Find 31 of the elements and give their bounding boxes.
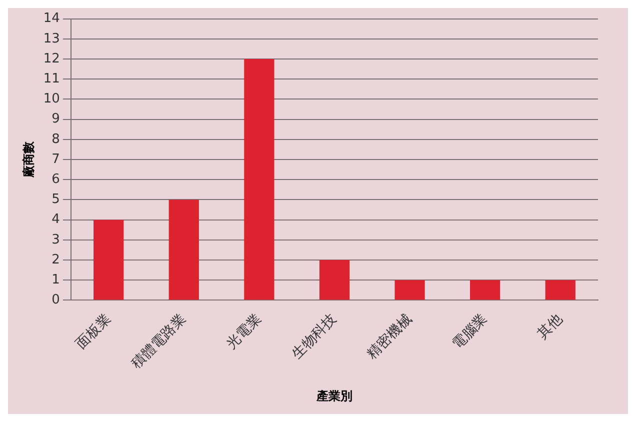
bar [168,200,199,300]
y-tick-label: 4 [52,212,60,228]
x-tick-label: 面板業 [72,311,114,352]
x-tick-label: 電腦業 [449,311,490,352]
y-tick-label: 2 [52,252,60,268]
bar [394,280,425,300]
y-tick-label: 3 [52,232,60,248]
bar [545,280,576,300]
x-tick-label: 生物科技 [288,311,340,362]
y-tick-label: 12 [43,51,60,66]
y-tick-label: 5 [52,192,60,208]
y-tick-label: 7 [52,152,60,167]
y-tick-label: 13 [43,31,60,46]
y-tick-label: 11 [43,71,60,86]
bar [319,260,350,300]
y-tick-label: 6 [52,172,60,187]
bar [470,280,500,300]
bar [94,220,124,300]
y-tick-label: 0 [52,292,60,308]
y-tick-label: 8 [52,132,60,147]
y-tick-label: 10 [43,92,60,107]
y-tick-label: 9 [52,112,60,127]
x-tick-label: 光電業 [224,311,265,352]
x-axis-title: 產業別 [315,388,352,403]
y-tick-label: 1 [52,272,60,288]
x-tick-label: 積體電路業 [128,311,190,372]
bar [244,59,274,300]
x-tick-label: 其他 [534,311,566,342]
y-axis-title: 廠商數 [21,140,36,179]
x-tick-label: 精密機械 [364,311,416,362]
y-tick-label: 14 [43,11,60,26]
